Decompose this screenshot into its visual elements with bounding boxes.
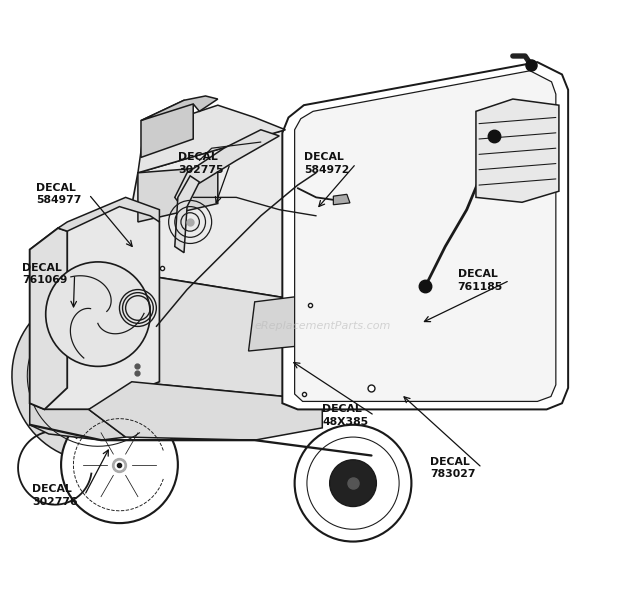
Text: DECAL
761069: DECAL 761069 — [22, 263, 68, 285]
Polygon shape — [30, 203, 159, 410]
Circle shape — [330, 460, 376, 506]
Text: DECAL
48X385: DECAL 48X385 — [322, 404, 368, 427]
Text: DECAL
761185: DECAL 761185 — [458, 269, 503, 291]
Polygon shape — [58, 197, 159, 231]
Polygon shape — [476, 99, 559, 202]
Polygon shape — [120, 130, 445, 302]
Circle shape — [294, 425, 412, 541]
Polygon shape — [175, 176, 200, 253]
Polygon shape — [30, 228, 67, 410]
Text: eReplacementParts.com: eReplacementParts.com — [254, 322, 391, 331]
Text: DECAL
302775: DECAL 302775 — [178, 152, 223, 175]
Polygon shape — [282, 62, 568, 410]
Text: DECAL
302776: DECAL 302776 — [32, 484, 78, 506]
Polygon shape — [175, 130, 279, 209]
Polygon shape — [30, 403, 126, 440]
Polygon shape — [310, 253, 458, 400]
Polygon shape — [249, 296, 310, 351]
Text: DECAL
584972: DECAL 584972 — [304, 152, 349, 175]
Polygon shape — [141, 96, 218, 121]
Polygon shape — [138, 105, 285, 172]
Polygon shape — [120, 271, 322, 400]
Polygon shape — [12, 290, 167, 461]
Polygon shape — [141, 100, 193, 158]
Polygon shape — [89, 382, 322, 440]
Circle shape — [46, 262, 150, 367]
Polygon shape — [294, 71, 556, 402]
Polygon shape — [334, 194, 350, 205]
Text: DECAL
584977: DECAL 584977 — [37, 183, 82, 206]
Text: DECAL
783027: DECAL 783027 — [430, 456, 476, 479]
Polygon shape — [138, 167, 218, 222]
Circle shape — [61, 407, 178, 523]
